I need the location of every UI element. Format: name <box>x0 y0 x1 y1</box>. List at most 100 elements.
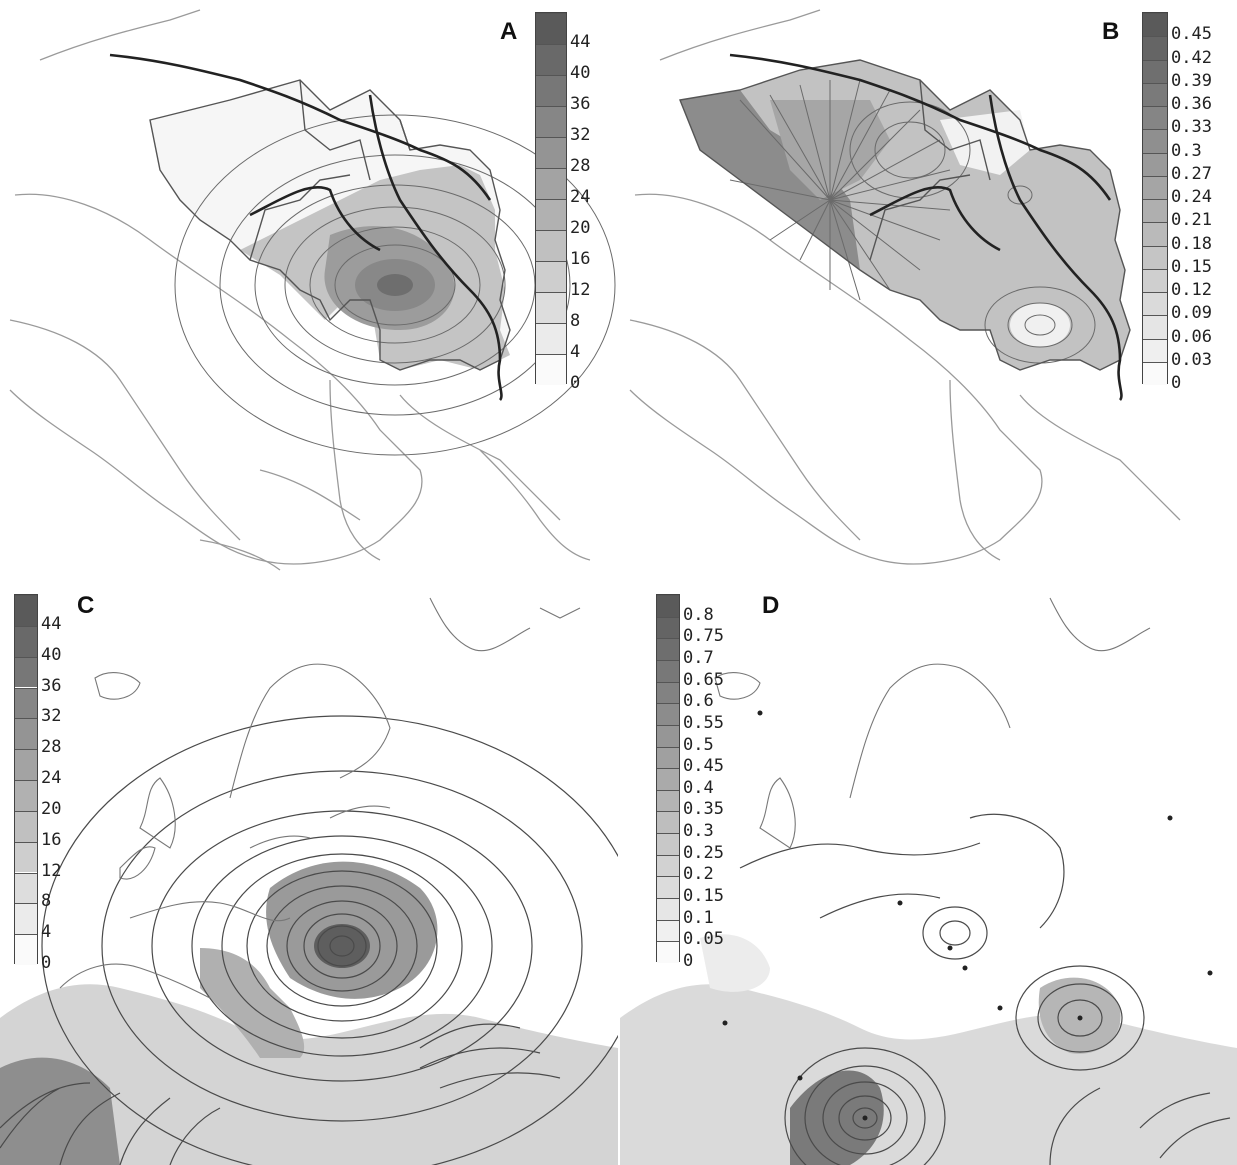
legend-swatch <box>536 354 566 385</box>
legend-swatch <box>15 934 37 965</box>
europe-map-c <box>0 597 618 1165</box>
legend-swatch <box>1143 82 1167 106</box>
legend-tick-label: 0.25 <box>683 842 724 863</box>
map-panel-d: D 0.8 0.75 0.7 0.65 0.6 0.55 0.5 0.45 0.4 0.35 0.3… <box>620 588 1237 1165</box>
legend-a: 44 40 36 32 28 24 20 16 12 8 4 0 <box>535 12 590 392</box>
legend-swatch <box>15 656 37 688</box>
legend-tick-label: 0.24 <box>1171 187 1212 207</box>
legend-swatch <box>1143 129 1167 153</box>
legend-tick-label: 0.35 <box>683 799 724 820</box>
europe-map-d <box>620 597 1237 1165</box>
legend-swatch <box>536 13 566 44</box>
legend-tick-label: 24 <box>570 187 591 207</box>
panel-label-d: D <box>762 592 780 619</box>
legend-swatch <box>15 718 37 750</box>
legend-tick-label: 4 <box>41 922 52 943</box>
panel-label-a: A <box>500 18 518 45</box>
legend-tick-label: 0.42 <box>1171 47 1212 68</box>
legend-swatch <box>536 261 566 292</box>
legend-tick-label: 12 <box>570 280 591 300</box>
legend-tick-label: 0.33 <box>1171 117 1212 138</box>
legend-tick-label: 0.27 <box>1171 163 1212 184</box>
legend-tick-label: 0.75 <box>683 626 724 647</box>
legend-tick-label: 32 <box>570 125 591 145</box>
legend-swatch <box>536 168 566 199</box>
legend-tick-label: 0 <box>41 953 52 973</box>
legend-tick-label: 28 <box>570 156 591 176</box>
legend-swatch <box>15 749 37 780</box>
legend-tick-label: 0.06 <box>1171 326 1212 347</box>
legend-swatch <box>536 199 566 230</box>
legend-swatch <box>15 903 37 935</box>
legend-tick-label: 0.18 <box>1171 233 1212 254</box>
legend-tick-label: 0 <box>1171 373 1182 393</box>
panel-label-b: B <box>1102 18 1120 45</box>
legend-tick-label: 28 <box>41 737 62 758</box>
legend-tick-label: 0.05 <box>683 929 724 950</box>
legend-swatch <box>536 44 566 75</box>
legend-tick-label: 0.1 <box>683 907 714 928</box>
legend-tick-label: 0.55 <box>683 712 724 733</box>
legend-tick-label: 8 <box>41 891 52 912</box>
balkans-map-a <box>9 9 616 571</box>
legend-colorbar <box>535 12 567 385</box>
legend-tick-label: 0 <box>570 373 581 393</box>
legend-swatch <box>15 780 37 811</box>
legend-tick-label: 0.45 <box>1171 24 1212 45</box>
legend-swatch <box>15 841 37 873</box>
legend-swatch <box>15 625 37 657</box>
legend-swatch <box>657 746 679 769</box>
legend-tick-label: 0.15 <box>683 886 724 907</box>
balkans-map-b <box>629 9 1181 565</box>
legend-tick-label: 0.7 <box>683 647 714 668</box>
legend-tick-label: 0.65 <box>683 669 724 690</box>
legend-tick-label: 36 <box>41 675 62 696</box>
legend-d: 0.8 0.75 0.7 0.65 0.6 0.55 0.5 0.45 0.4 0.35 0.3 0.… <box>656 594 724 970</box>
legend-swatch <box>536 323 566 354</box>
legend-swatch <box>657 595 679 617</box>
legend-swatch <box>657 811 679 834</box>
legend-swatch <box>536 137 566 168</box>
legend-colorbar <box>1142 12 1168 385</box>
legend-tick-label: 0.8 <box>683 604 714 625</box>
legend-tick-label: 0.6 <box>683 691 714 712</box>
legend-tick-label: 32 <box>41 706 62 727</box>
legend-colorbar <box>14 594 38 965</box>
legend-swatch <box>657 876 679 899</box>
legend-tick-label: 4 <box>570 342 581 362</box>
legend-swatch <box>657 703 679 725</box>
legend-tick-label: 44 <box>41 613 62 634</box>
legend-swatch <box>1143 315 1167 339</box>
legend-b: 0.45 0.42 0.39 0.36 0.33 0.3 0.27 0.24 0.21 0.18 0… <box>1142 12 1212 392</box>
legend-swatch <box>657 941 679 963</box>
legend-swatch <box>657 681 679 704</box>
legend-swatch <box>1143 222 1167 246</box>
legend-swatch <box>536 292 566 323</box>
legend-tick-label: 0.45 <box>683 756 724 777</box>
legend-tick-label: 0.36 <box>1171 94 1212 114</box>
legend-swatch <box>1143 199 1167 223</box>
legend-swatch <box>536 230 566 261</box>
legend-swatch <box>657 789 679 812</box>
legend-tick-label: 0.3 <box>1171 140 1202 161</box>
legend-tick-label: 12 <box>41 860 62 881</box>
legend-tick-label: 16 <box>41 829 62 850</box>
map-panel-b: B 0.45 0.42 0.39 0.36 0.33 0.3 0.27 0.24 0.21 0.1… <box>620 0 1237 580</box>
legend-swatch <box>1143 36 1167 60</box>
legend-tick-label: 0.03 <box>1171 349 1212 370</box>
legend-swatch <box>15 687 37 719</box>
map-panel-a: A 44 40 36 32 28 24 20 16 12 8 4 0 <box>0 0 618 580</box>
legend-tick-label: 36 <box>570 94 591 114</box>
map-panel-c: C 44 40 36 32 28 24 20 16 12 8 4 0 <box>0 588 618 1165</box>
legend-swatch <box>15 872 37 904</box>
legend-tick-label: 20 <box>41 798 62 819</box>
panel-label-c: C <box>77 592 95 619</box>
legend-swatch <box>657 638 679 660</box>
legend-tick-label: 8 <box>570 311 581 331</box>
legend-swatch <box>1143 292 1167 316</box>
legend-swatch <box>657 898 679 920</box>
legend-swatch <box>536 106 566 137</box>
legend-swatch <box>1143 338 1167 362</box>
legend-tick-label: 16 <box>570 249 591 269</box>
legend-swatch <box>15 595 37 626</box>
